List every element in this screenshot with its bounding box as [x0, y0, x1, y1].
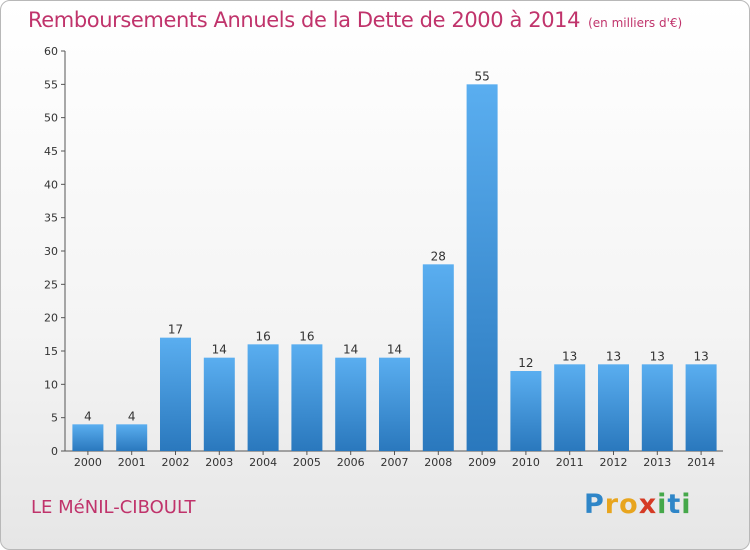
- logo-letter: o: [619, 489, 639, 520]
- y-tick-label: 30: [44, 245, 58, 258]
- bar: [466, 84, 498, 451]
- y-tick-label: 0: [51, 445, 58, 458]
- bar: [641, 364, 673, 451]
- bar: [422, 264, 454, 451]
- bar-value-label: 4: [84, 409, 92, 423]
- bar: [247, 344, 279, 451]
- bar-value-label: 13: [693, 349, 708, 363]
- y-tick-label: 20: [44, 312, 58, 325]
- x-tick-label: 2001: [118, 456, 146, 469]
- bar: [291, 344, 323, 451]
- chart-title: Remboursements Annuels de la Dette de 20…: [28, 8, 682, 32]
- bar: [116, 424, 148, 451]
- bar-value-label: 14: [212, 343, 227, 357]
- bar: [510, 371, 542, 451]
- bar-value-label: 13: [606, 349, 621, 363]
- logo-letter: x: [638, 489, 658, 520]
- bar: [554, 364, 586, 451]
- x-tick-label: 2002: [162, 456, 190, 469]
- x-tick-label: 2004: [249, 456, 277, 469]
- chart-title-text: Remboursements Annuels de la Dette de 20…: [28, 8, 581, 32]
- y-tick-label: 5: [51, 412, 58, 425]
- bar-value-label: 12: [518, 356, 533, 370]
- y-tick-label: 45: [44, 145, 58, 158]
- x-tick-label: 2011: [556, 456, 584, 469]
- x-tick-label: 2005: [293, 456, 321, 469]
- bar: [72, 424, 104, 451]
- x-tick-label: 2000: [74, 456, 102, 469]
- bar-value-label: 13: [562, 349, 577, 363]
- y-tick-label: 40: [44, 178, 58, 191]
- logo-letter: i: [657, 489, 668, 520]
- bar: [379, 357, 410, 451]
- y-tick-label: 50: [44, 112, 58, 125]
- bar-value-label: 17: [168, 323, 183, 337]
- y-tick-label: 15: [44, 345, 58, 358]
- bar-value-label: 14: [343, 343, 358, 357]
- bar: [160, 337, 191, 451]
- bar-value-label: 16: [255, 329, 270, 343]
- y-tick-label: 55: [44, 78, 58, 91]
- bar-value-label: 14: [387, 343, 402, 357]
- bar-value-label: 16: [299, 329, 314, 343]
- y-tick-label: 35: [44, 212, 58, 225]
- bar: [335, 357, 367, 451]
- x-tick-label: 2013: [643, 456, 671, 469]
- bar: [598, 364, 629, 451]
- x-tick-label: 2010: [512, 456, 540, 469]
- x-tick-label: 2007: [381, 456, 409, 469]
- bar-value-label: 4: [128, 409, 136, 423]
- y-tick-label: 25: [44, 278, 58, 291]
- y-tick-label: 60: [44, 45, 58, 58]
- proxiti-logo: Proxiti: [584, 489, 692, 520]
- x-tick-label: 2014: [687, 456, 715, 469]
- x-tick-label: 2012: [600, 456, 628, 469]
- logo-letter: P: [584, 489, 605, 520]
- bar: [685, 364, 717, 451]
- bar-value-label: 13: [650, 349, 665, 363]
- bar-value-label: 55: [474, 69, 489, 83]
- x-tick-label: 2006: [337, 456, 365, 469]
- x-tick-label: 2008: [424, 456, 452, 469]
- x-tick-label: 2009: [468, 456, 496, 469]
- logo-letter: r: [604, 489, 620, 520]
- chart-unit-text: (en milliers d'€): [588, 16, 683, 30]
- bar: [203, 357, 235, 451]
- chart-bars: 4 4 17 14 16 16 14 14 28 55 12 13 13 13 13: [72, 69, 717, 451]
- y-tick-label: 10: [44, 378, 58, 391]
- chart-axes: 0 5 10 15 20 25 30 35 40 45 50 55 60 2000 2001 2002 2003…: [44, 45, 723, 469]
- logo-letter: t: [667, 489, 682, 520]
- x-tick-label: 2003: [205, 456, 233, 469]
- commune-name: LE MéNIL-CIBOULT: [31, 497, 196, 518]
- bar-value-label: 28: [431, 249, 446, 263]
- logo-letter: i: [681, 489, 692, 520]
